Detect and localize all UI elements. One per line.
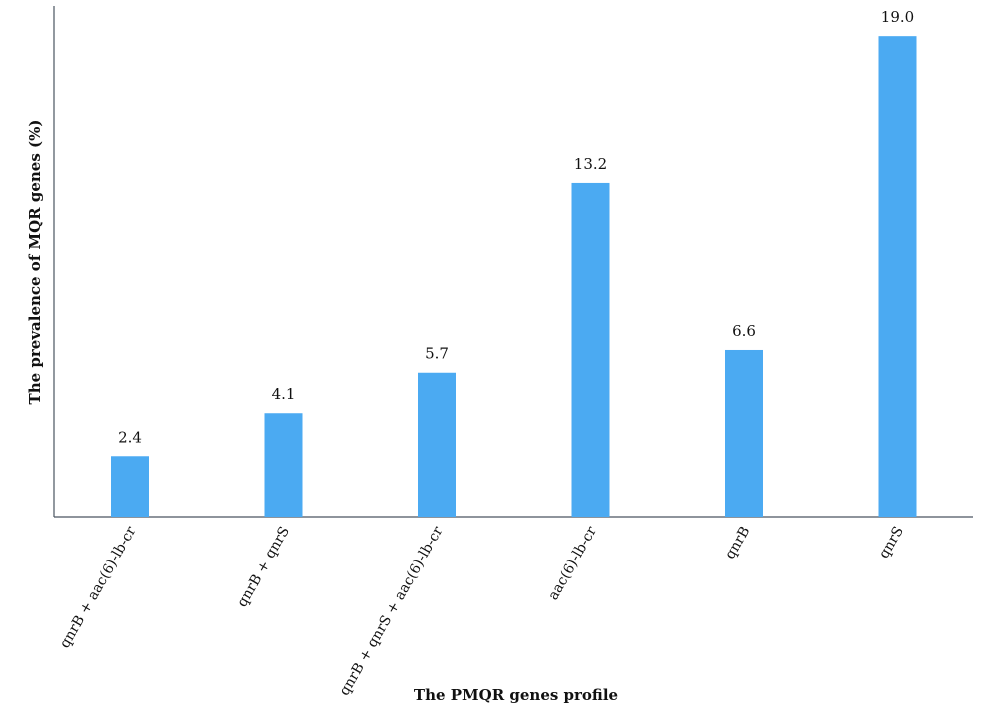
bars-group [111,36,917,517]
bar-1 [111,456,149,517]
x-tick-labels-group: qnrB + aac(6)-lb-cr qnrB + qnrS qnrB + qnr… [57,524,907,699]
y-axis-title: The prevalence of MQR genes (%) [26,120,44,405]
bar-2 [264,413,303,517]
value-label-1: 2.4 [118,428,142,446]
x-tick-label-2: qnrB + qnrS [234,524,293,610]
bar-5 [725,349,763,517]
value-label-4: 13.2 [574,155,607,173]
bar-6 [878,36,917,517]
x-tick-label-5: qnrB [722,524,753,562]
x-tick-label-4: aac(6)-lb-cr [545,524,600,603]
value-label-3: 5.7 [425,345,449,363]
value-label-6: 19.0 [881,8,914,26]
value-label-2: 4.1 [272,385,296,403]
x-tick-label-3: qnrB + qnrS + aac(6)-lb-cr [336,524,446,699]
x-tick-label-6: qnrS [876,524,907,562]
x-tick-label-1: qnrB + aac(6)-lb-cr [57,524,140,651]
bar-3 [418,372,456,517]
x-axis-title: The PMQR genes profile [414,686,618,704]
bar-4 [571,182,610,517]
value-labels-group: 2.4 4.1 5.7 13.2 6.6 19.0 [118,8,914,446]
value-label-5: 6.6 [732,322,756,340]
